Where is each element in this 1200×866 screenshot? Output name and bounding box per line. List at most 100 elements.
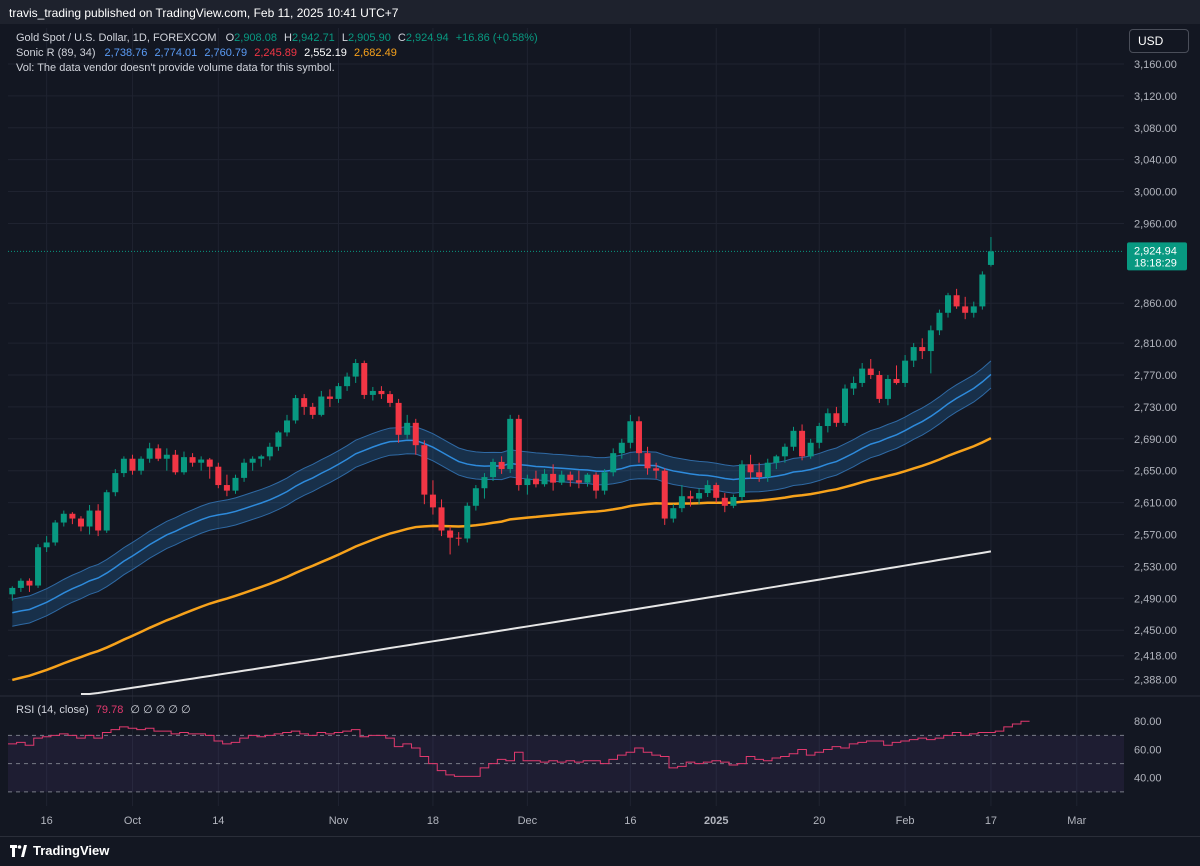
candle-body [962,306,969,313]
close-label: C [397,32,406,44]
candle-body [318,396,325,415]
candle [824,408,831,433]
rsi-na-1: ∅ [130,704,140,716]
candle-body [378,390,385,395]
candle [447,526,454,555]
candle [524,474,531,495]
candle-body [524,478,531,486]
candle [653,462,660,479]
rsi-na-3: ∅ [155,704,166,716]
time-tick-label: 16 [624,815,636,827]
candle-body [275,432,282,447]
time-tick-label: Feb [896,815,915,827]
candle-body [421,445,428,495]
candle-body [404,422,411,435]
candle-body [464,505,471,539]
candle-body [867,368,874,375]
candle-body [481,477,488,489]
candle-body [773,456,780,463]
candle-body [627,421,634,443]
candle-body [756,472,763,478]
price-tick-label: 2,388.00 [1134,675,1177,687]
candle [859,363,866,387]
price-tick-label: 2,650.00 [1134,466,1177,478]
rsi-na-2: ∅ [143,704,153,716]
low-value: 2,905.90 [348,32,391,44]
price-tick-label: 2,730.00 [1134,402,1177,414]
candle-body [180,457,187,473]
candle-body [876,374,883,399]
candle-body [610,453,617,473]
candle-body [120,458,127,474]
ema89-line [11,437,992,682]
candle [95,504,102,537]
countdown-label: 18:18:29 [1134,257,1177,269]
currency-button[interactable]: USD [1129,29,1189,53]
candle [816,422,823,449]
candle-body [704,485,711,494]
candle-body [696,493,703,499]
candle-body [69,513,76,519]
candle-body [95,510,102,531]
candle-body [60,513,67,523]
indicator-value-5: 2,552.19 [304,47,347,59]
candle-body [455,537,462,539]
candle [575,470,582,489]
candle-body [541,473,548,485]
footer: TradingView [0,836,1200,866]
candle-body [575,480,582,483]
candle-body [584,474,591,483]
candle-body [558,474,565,483]
candle [326,389,333,407]
candle-body [249,458,256,463]
candle [138,456,145,475]
time-tick-label: 16 [41,815,53,827]
rsi-label[interactable]: RSI (14, close) [16,704,89,716]
candle-body [635,421,642,454]
candle [678,485,685,513]
candle-body [86,510,93,527]
candle-body [301,398,308,407]
candle-body [438,507,445,531]
indicator-name[interactable]: Sonic R (89, 34) [16,47,96,59]
candle-body [687,496,694,499]
candle [472,485,479,511]
candle [369,386,376,401]
low-label: L [341,32,348,44]
high-value: 2,942.71 [291,32,335,44]
candle-body [369,390,376,395]
candle-body [395,402,402,435]
candle-body [713,485,720,498]
symbol-name[interactable]: Gold Spot / U.S. Dollar, 1D, FOREXCOM [16,32,217,44]
candle-body [266,446,273,457]
candle [567,471,574,487]
candle [635,416,642,463]
candle [704,480,711,498]
price-chart[interactable]: 3,160.00 3,120.00 3,080.00 3,040.00 3,000.00… [0,24,1200,836]
time-tick-label: 20 [813,815,825,827]
indicator-value-2: 2,774.01 [154,47,198,59]
candle-body [807,442,814,457]
time-tick-label: Nov [329,815,349,827]
price-tick-label: 3,160.00 [1134,59,1177,71]
high-label: H [284,32,292,44]
candle [618,438,625,459]
candle [919,338,926,360]
candle-body [893,378,900,383]
candle-body [35,547,42,586]
candle [43,536,50,553]
close-value: 2,924.94 [405,32,449,44]
price-tick-label: 2,490.00 [1134,593,1177,605]
tradingview-brand[interactable]: TradingView [10,843,109,858]
candle [541,469,548,487]
candle [833,406,840,427]
candle [945,292,952,318]
candle [35,544,42,588]
candle-body [927,330,934,352]
candle-body [593,474,600,491]
candle [498,456,505,474]
candle-body [721,497,728,506]
candle [687,490,694,507]
candle-body [43,542,50,548]
candle [120,456,127,478]
